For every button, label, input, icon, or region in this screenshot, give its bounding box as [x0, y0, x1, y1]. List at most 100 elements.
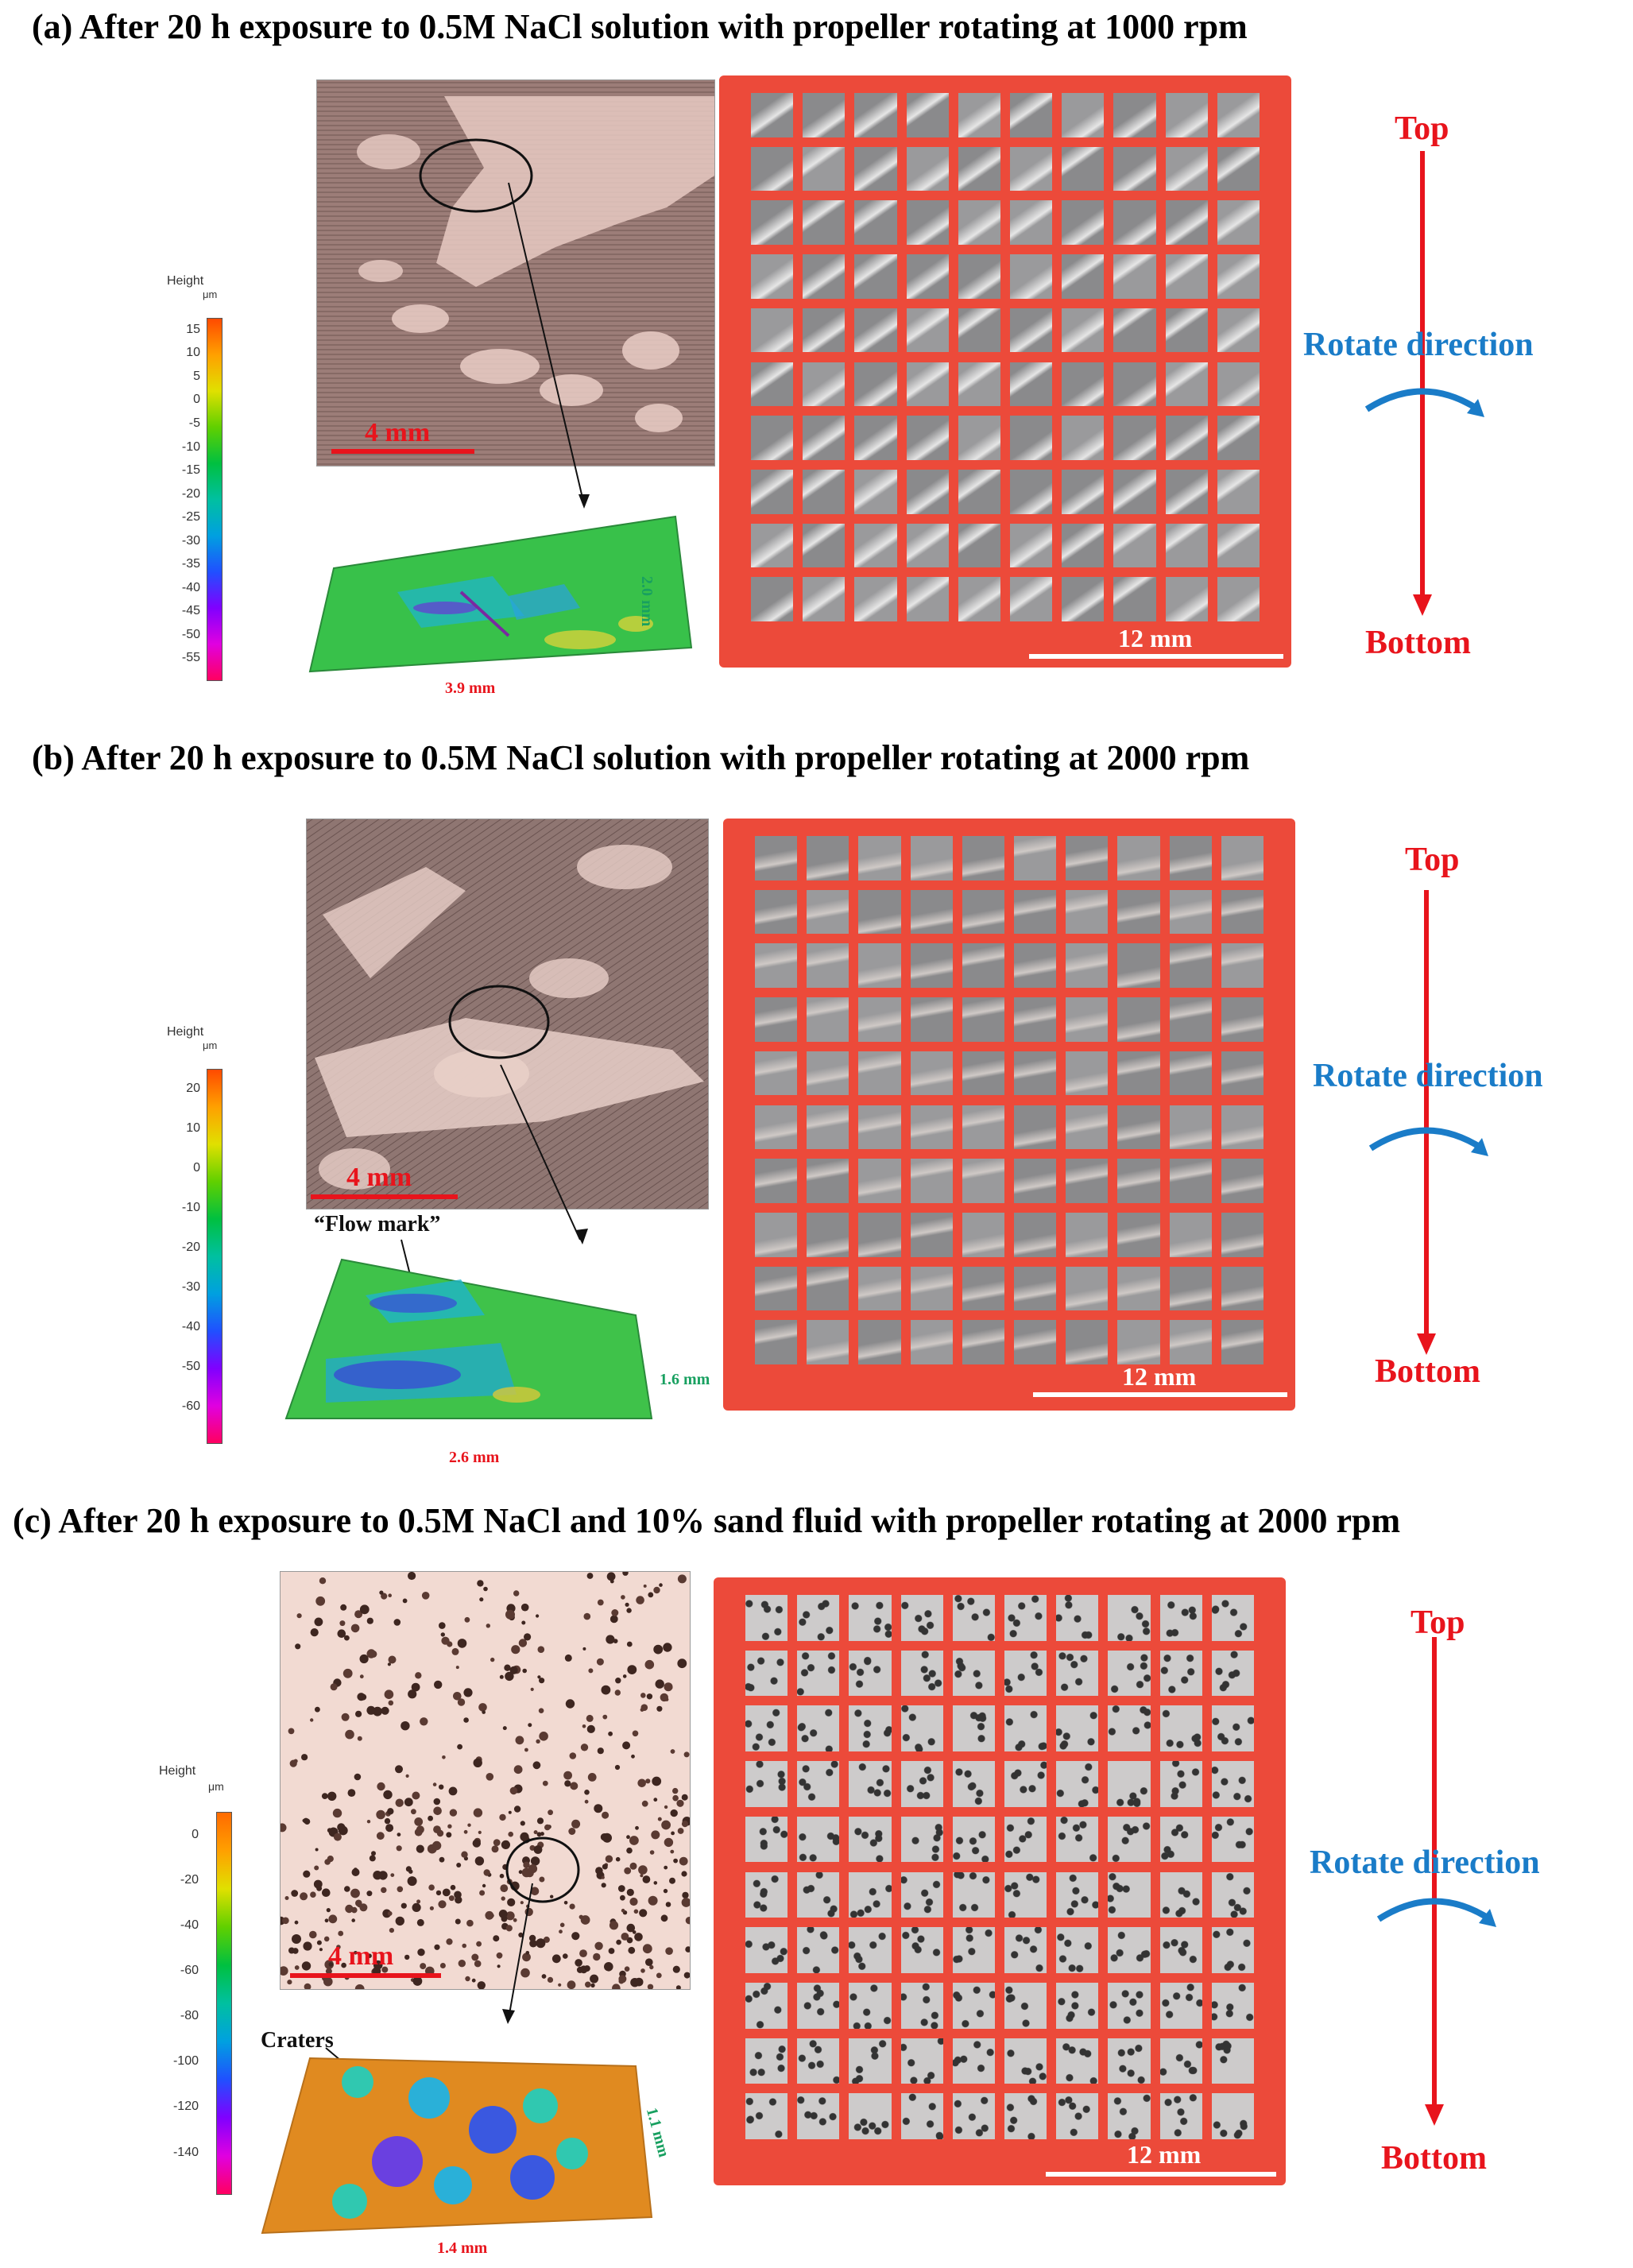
corrosion-pit: [513, 1765, 523, 1775]
specimen-square: [1066, 1320, 1109, 1364]
specimen-square: [858, 997, 901, 1042]
specimen-square: [854, 93, 897, 137]
corrosion-pit: [513, 1590, 520, 1597]
specimen-square: [1217, 362, 1260, 407]
corrosion-pit: [428, 1815, 433, 1821]
corrosion-pit: [449, 1809, 458, 1817]
specimen-square: [797, 1761, 840, 1807]
corrosion-pit: [471, 1978, 476, 1983]
corrosion-pit: [497, 1964, 501, 1968]
specimen-square: [1217, 416, 1260, 460]
corrosion-pit: [493, 1839, 501, 1846]
corrosion-pit: [401, 1902, 407, 1909]
specimen-square: [900, 2038, 943, 2084]
corrosion-pit: [636, 1596, 644, 1604]
corrosion-pit: [653, 1881, 658, 1885]
corrosion-pit: [359, 1674, 364, 1679]
specimen-square: [849, 1871, 892, 1918]
corrosion-pit: [397, 1833, 401, 1836]
specimen-square: [745, 1927, 788, 1973]
corrosion-pit: [538, 1708, 544, 1713]
corrosion-pit: [612, 1984, 621, 1989]
specimen-square: [962, 1320, 1004, 1364]
specimen-square: [962, 1105, 1004, 1150]
legend-colorbar: [207, 1069, 223, 1444]
specimen-square: [1062, 308, 1105, 353]
specimen-square: [958, 523, 1000, 568]
specimen-square: [900, 1761, 943, 1807]
specimen-square: [1014, 1320, 1057, 1364]
specimen-square: [1056, 1595, 1099, 1641]
legend-tick-label: 10: [186, 346, 200, 360]
corrosion-pit: [478, 1830, 482, 1834]
specimen-square: [910, 889, 953, 935]
corrosion-pit: [457, 1698, 466, 1706]
specimen-square: [1159, 1705, 1202, 1752]
legend-tick-label: 5: [193, 369, 200, 383]
specimen-square: [745, 2038, 788, 2084]
corrosion-pit: [665, 1902, 671, 1907]
corrosion-pit: [656, 1972, 662, 1979]
legend-tick-label: -80: [180, 2009, 199, 2023]
corrosion-pit: [515, 1736, 524, 1745]
corrosion-pit: [600, 1833, 609, 1841]
panel-title: (b) After 20 h exposure to 0.5M NaCl sol…: [32, 738, 1250, 777]
specimen-square: [1117, 1320, 1160, 1364]
corrosion-pit: [359, 1654, 369, 1664]
corrosion-pit: [642, 1944, 652, 1954]
bottom-label: Bottom: [1375, 1353, 1480, 1390]
specimen-square: [1113, 577, 1156, 621]
specimen-square: [962, 836, 1004, 880]
specimen-square: [1010, 469, 1053, 514]
corrosion-pit: [509, 1786, 518, 1795]
corrosion-pit: [486, 1773, 494, 1781]
specimen-square: [807, 836, 849, 880]
corrosion-pit: [582, 1724, 586, 1728]
corrosion-pit: [376, 1809, 385, 1820]
specimen-square: [858, 889, 901, 935]
specimen-square: [906, 577, 949, 621]
legend-tick-label: 10: [186, 1121, 200, 1135]
corrosion-pit: [385, 1824, 394, 1833]
corrosion-pit: [455, 1896, 462, 1904]
corrosion-pit: [315, 1706, 320, 1713]
specimen-square: [1010, 577, 1053, 621]
corrosion-pit: [558, 1983, 562, 1987]
corrosion-pit: [522, 1668, 527, 1674]
specimen-square: [1117, 1105, 1160, 1150]
corrosion-pit: [342, 1668, 353, 1678]
specimen-square: [1066, 1159, 1109, 1203]
corrosion-pit: [412, 1976, 423, 1986]
specimen-square: [1159, 2038, 1202, 2084]
legend-heading: Height: [167, 1025, 204, 1039]
specimen-square: [1066, 1266, 1109, 1311]
corrosion-pit: [672, 1794, 679, 1802]
legend-tick-label: -40: [181, 1320, 200, 1333]
specimen-square: [1159, 1595, 1202, 1641]
specimen-square: [1159, 1927, 1202, 1973]
specimen-square: [1159, 1982, 1202, 2029]
corrosion-pit: [608, 1948, 615, 1954]
specimen-square: [1108, 1871, 1151, 1918]
corrosion-pit: [565, 1699, 575, 1709]
corrosion-pit: [478, 1703, 487, 1712]
corrosion-pit: [590, 1983, 595, 1988]
corrosion-pit: [441, 1636, 450, 1645]
specimen-square: [1211, 2093, 1254, 2139]
corrosion-pit: [457, 1639, 467, 1648]
corrosion-pit: [507, 1898, 516, 1906]
corrosion-pit: [626, 1608, 632, 1613]
corrosion-pit: [640, 1874, 644, 1878]
legend-tick-label: 0: [192, 1827, 199, 1841]
corrosion-pit: [676, 1799, 684, 1807]
corrosion-pit: [323, 1976, 333, 1987]
legend-unit: μm: [203, 288, 218, 300]
specimen-square: [745, 1982, 788, 2029]
corrosion-pit: [505, 1911, 515, 1921]
corrosion-pit: [501, 1840, 510, 1849]
corrosion-pit: [570, 1782, 579, 1790]
specimen-square: [900, 1705, 943, 1752]
specimen-square: [1169, 1159, 1212, 1203]
sample-photo-image: [281, 1572, 690, 1989]
corrosion-pit: [597, 1747, 604, 1755]
